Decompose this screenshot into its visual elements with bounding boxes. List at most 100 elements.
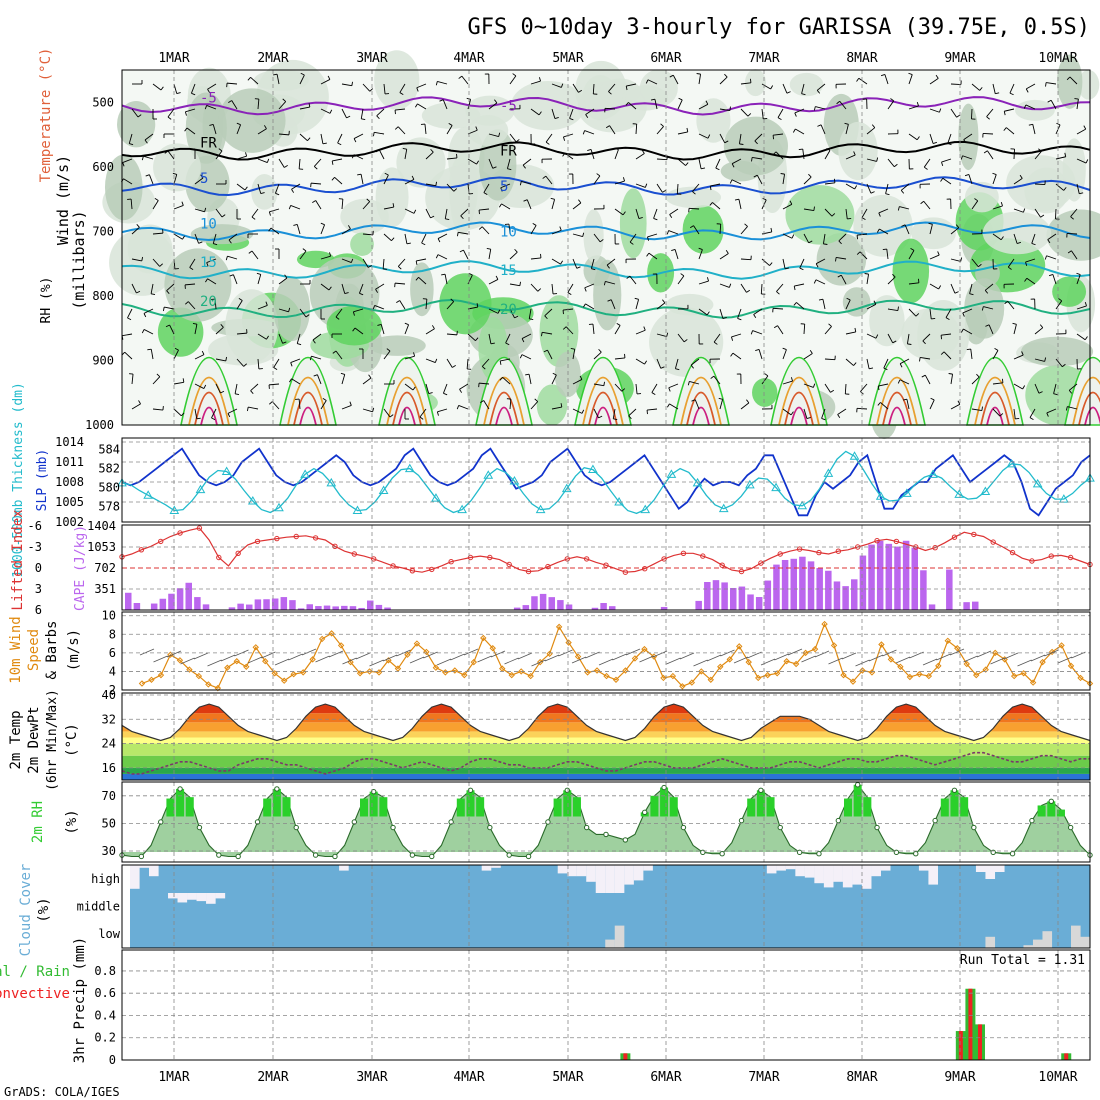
wind-barb [320,133,324,144]
cape-bar [721,582,728,610]
wind-barb-10m [666,657,681,665]
wind-barb [942,177,952,185]
wind-barb-flag [332,350,337,354]
wind-barb-flag [705,100,709,105]
wind-barb-flag [313,374,318,377]
cape-bar [159,598,167,610]
thickness-point [195,484,206,494]
wind-barb-flag [762,197,767,201]
wind-barb-flag [837,414,841,419]
wind-barb [584,283,595,289]
axis-tick-label: 1053 [87,540,116,554]
wind-barb-flag [1040,214,1045,218]
axis-tick-label: 16 [102,761,116,775]
wind-barb-flag [696,73,701,75]
axis-tick-label: 1000 [85,418,114,432]
wind-barb [860,383,868,392]
wind-barb-flag [443,392,448,396]
cape-bar [341,605,348,610]
wind-barb-flag [191,92,196,96]
wind-speed-point [233,658,241,665]
wind-barb [404,383,414,391]
wind-barb [194,383,205,389]
wind-barb-flag [831,213,836,217]
rh-contour-fill [439,273,492,335]
li-point [661,556,667,562]
wind-barb-flag [413,209,417,214]
wind-barb [752,330,763,335]
wind-barb [124,351,133,360]
wind-barb-flag [992,172,997,175]
wind-barb [878,208,889,214]
wind-barb [509,133,517,143]
wind-barb [950,283,956,294]
wind-barb-flag [928,222,933,225]
wind-barb [463,249,469,260]
wind-barb [1068,383,1078,391]
wind-barb [656,302,666,310]
wind-barb [530,257,541,260]
wind-barb [362,233,374,236]
wind-barb-flag [1056,122,1061,126]
wind-speed-point [205,681,212,688]
wind-barb-flag [675,368,680,371]
wind-barb [816,83,826,91]
axis-label: 1000-500mb Thickness (dm) [11,382,26,578]
cloud-high-bar [928,865,939,885]
wind-barb [969,283,973,294]
wind-barb [950,374,954,385]
wind-barb [467,129,478,135]
wind-barb [648,252,658,260]
wind-barb-flag [698,247,703,251]
wind-barb [593,351,602,360]
wind-barb-flag [835,257,837,262]
wind-barb-flag [344,292,349,295]
li-point [719,562,725,568]
wind-barb [231,100,238,110]
wind-barb-flag [265,301,268,306]
wind-barb [341,228,351,235]
temp-color-band [122,713,1090,723]
wind-barb-10m [342,657,357,665]
wind-barb-flag [373,132,375,137]
wind-barb-flag [269,401,273,405]
cloud-high-bar [804,865,815,878]
wind-barb [929,108,940,113]
wind-barb-flag [200,174,204,179]
rh-high-fill [379,797,388,817]
wind-barb [929,78,939,85]
wind-barb-flag [1045,82,1047,87]
wind-speed-point [423,648,430,656]
wind-barb [251,250,259,260]
wind-barb [131,108,139,118]
wind-barb [1076,99,1079,110]
wind-barb [992,408,1001,417]
wind-barb [668,230,679,235]
isotherm-35 [398,406,416,426]
wind-barb-flag [579,375,583,380]
wind-barb [567,283,574,293]
wind-barb-flag [938,285,942,290]
axis-label: 2m RH [30,801,46,843]
wind-barb [383,206,394,210]
wind-barb-flag [861,217,866,221]
cape-bar [202,604,210,610]
isotherm-line [121,260,1091,280]
cape-bar [851,579,858,610]
wind-barb [883,358,889,369]
wind-barb [656,126,664,135]
wind-barb [380,324,385,335]
wind-barb-flag [728,283,732,288]
wind-barb-10m [180,657,195,665]
wind-barb [194,233,200,244]
rh-contour-fill [375,167,409,228]
wind-barb-flag [521,338,525,343]
wind-barb-10m [625,648,641,656]
panel-frame [121,781,1091,863]
wind-barb-flag [616,322,621,326]
wind-barb [509,283,520,287]
wind-barb-flag [203,384,207,389]
wind-barb-flag [220,324,224,328]
wind-barb-flag [225,256,228,261]
wind-barb [1034,327,1044,335]
